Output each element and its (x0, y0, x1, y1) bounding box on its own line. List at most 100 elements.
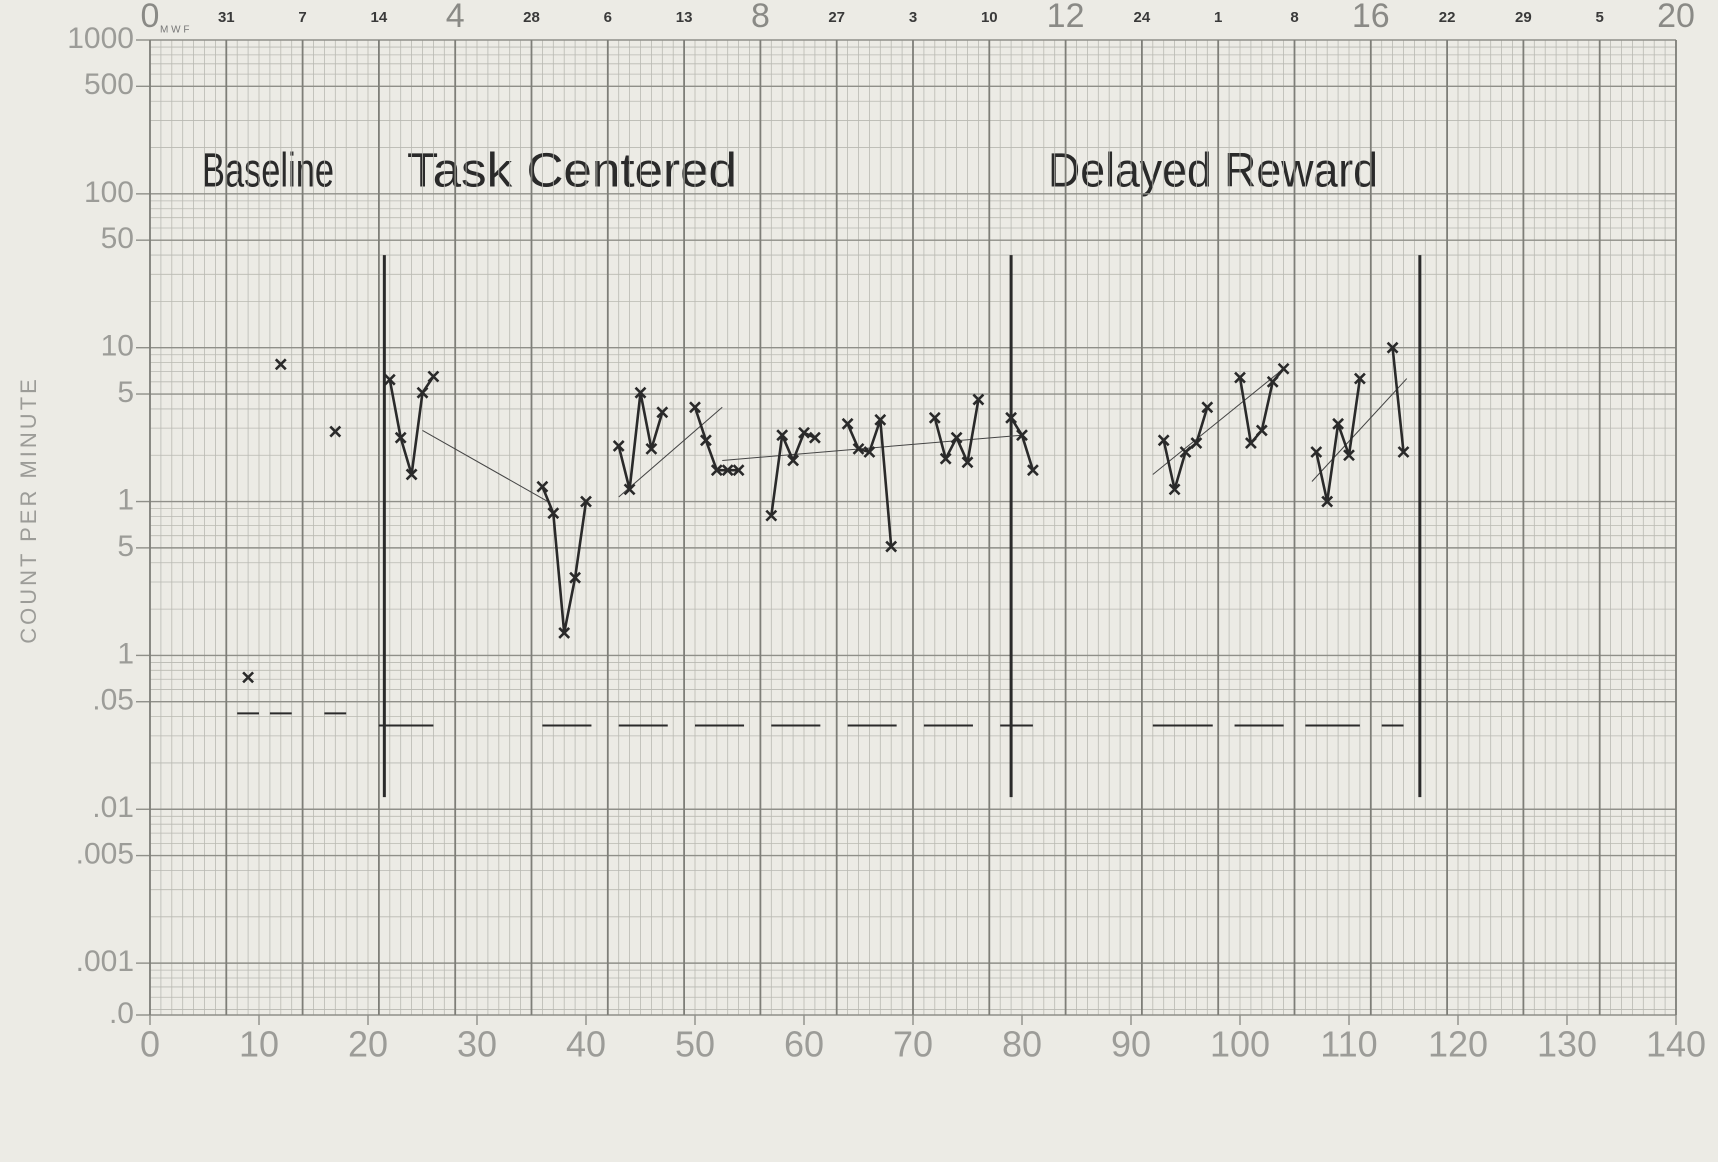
y-tick-label: 1 (117, 637, 134, 670)
phase-label: Task Centered (407, 145, 737, 198)
data-point (623, 483, 636, 496)
data-point (852, 442, 865, 455)
y-tick-label: .0 (109, 997, 134, 1030)
data-point (612, 439, 625, 452)
data-point (634, 386, 647, 399)
week-label: 8 (751, 0, 770, 35)
x-tick-label: 140 (1646, 1024, 1706, 1065)
data-point (787, 454, 800, 467)
date-label: 24 (1134, 9, 1151, 26)
data-point (776, 429, 789, 442)
date-label: 10 (981, 9, 998, 26)
data-point (699, 434, 712, 447)
data-point (863, 446, 876, 458)
x-tick-label: 40 (566, 1024, 606, 1065)
trend-line (422, 429, 549, 502)
x-tick-label: 80 (1002, 1024, 1042, 1065)
trend-line (1152, 365, 1288, 475)
data-point (1016, 429, 1028, 442)
y-tick-label: .05 (92, 684, 134, 717)
data-point (1234, 371, 1246, 384)
data-point (242, 671, 255, 684)
data-point (1201, 401, 1214, 414)
data-point (1386, 341, 1399, 354)
y-tick-label: .001 (76, 945, 134, 978)
y-tick-label: .01 (92, 791, 134, 824)
data-point (1157, 434, 1170, 447)
data-point (874, 413, 887, 426)
date-label: 7 (298, 9, 306, 26)
x-tick-label: 110 (1320, 1024, 1377, 1065)
data-point (689, 401, 701, 414)
week-label: 0 (141, 0, 160, 35)
data-point (427, 370, 440, 383)
data-point (580, 495, 592, 508)
data-point (732, 464, 745, 477)
data-point (1310, 446, 1323, 458)
x-tick-label: 30 (457, 1024, 497, 1065)
data-point (416, 386, 429, 399)
data-point (405, 468, 418, 481)
x-tick-label: 70 (893, 1024, 933, 1065)
data-point (961, 456, 974, 469)
x-tick-label: 60 (784, 1024, 824, 1065)
data-point (972, 393, 985, 406)
data-point (394, 431, 407, 444)
data-point (798, 426, 810, 439)
data-point (274, 358, 287, 371)
data-point (765, 509, 778, 522)
y-tick-label: 500 (84, 68, 134, 101)
x-tick-label: 10 (239, 1024, 279, 1065)
data-point (558, 627, 571, 639)
x-tick-label: 90 (1111, 1024, 1151, 1065)
y-tick-label: 50 (101, 222, 134, 255)
data-point (1179, 446, 1192, 458)
data-point (536, 480, 549, 493)
data-point (841, 417, 854, 430)
data-point (1005, 411, 1018, 424)
x-tick-label: 0 (140, 1024, 160, 1065)
date-label: 28 (523, 9, 540, 26)
date-label: 13 (676, 9, 693, 26)
y-tick-label: .005 (76, 837, 134, 870)
trend-line (618, 406, 723, 498)
date-label: 22 (1439, 9, 1456, 26)
week-label: 12 (1047, 0, 1085, 35)
data-point (645, 442, 658, 455)
data-point (808, 431, 821, 444)
data-point (547, 507, 560, 520)
data-point (1397, 446, 1410, 458)
data-point (383, 373, 396, 386)
data-point (569, 571, 582, 584)
data-point (1353, 372, 1366, 385)
trend-line (1311, 378, 1408, 482)
y-tick-label: 1000 (67, 22, 134, 55)
y-tick-label: 100 (84, 176, 134, 209)
date-label: 6 (604, 9, 612, 26)
date-label: 31 (218, 9, 235, 26)
y-tick-label: 5 (117, 376, 134, 409)
data-point (710, 464, 723, 477)
data-point (1244, 437, 1257, 449)
data-point (950, 431, 963, 444)
date-label: 5 (1596, 9, 1604, 26)
phase-label: Delayed Reward (1048, 145, 1378, 198)
data-point (1190, 437, 1203, 449)
x-tick-label: 20 (348, 1024, 388, 1065)
data-point (1332, 417, 1345, 430)
phase-label: Baseline (202, 145, 334, 198)
x-tick-label: 120 (1428, 1024, 1488, 1065)
y-tick-label: 5 (117, 530, 134, 563)
days-label: M W F (160, 25, 189, 36)
data-point (885, 540, 898, 553)
data-point (928, 411, 941, 424)
x-tick-label: 130 (1537, 1024, 1597, 1065)
week-label: 16 (1352, 0, 1390, 35)
data-line (388, 347, 1405, 635)
y-axis-label: COUNT PER MINUTE (16, 376, 41, 644)
data-point (939, 452, 952, 465)
date-label: 8 (1290, 9, 1298, 26)
data-point (1266, 375, 1279, 388)
